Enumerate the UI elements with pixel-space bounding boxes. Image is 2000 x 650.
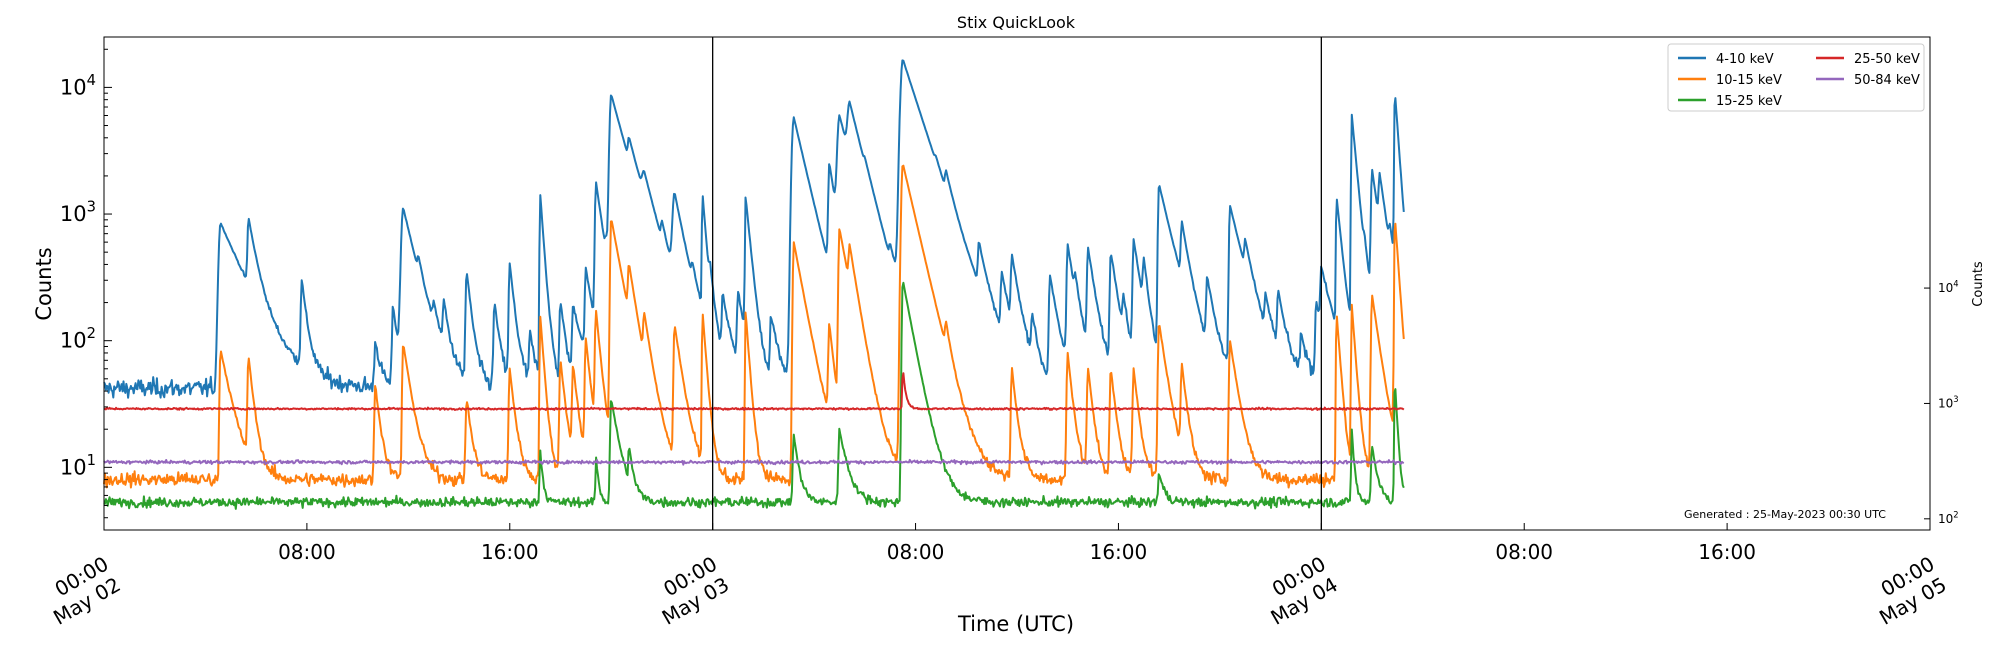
legend-entry-label: 25-50 keV <box>1854 52 1920 67</box>
legend-box <box>1667 43 1925 112</box>
series-line-10-15-keV <box>103 164 1405 489</box>
y-tick-label-exp: 1 <box>87 452 96 469</box>
legend-entry-label: 4-10 keV <box>1716 52 1774 67</box>
right-y-tick-label: 102 <box>1938 509 1959 525</box>
x-tick-label: 16:00 <box>481 540 539 564</box>
series-line-25-50-keV <box>103 372 1405 411</box>
chart-title: Stix QuickLook <box>957 13 1076 32</box>
series-layer <box>103 59 1405 510</box>
y-tick-label: 101 <box>60 452 96 479</box>
y-axis-label: Counts <box>32 247 56 320</box>
plot-frame <box>103 36 1931 531</box>
right-y-tick-label-exp: 2 <box>1953 509 1958 519</box>
x-tick-label: 00:00May 03 <box>646 552 733 630</box>
series-line-4-10-keV <box>103 59 1405 399</box>
x-tick-label: 00:00May 05 <box>1863 552 1950 630</box>
y-tick-label-base: 10 <box>60 202 87 226</box>
x-tick-label: 00:00May 02 <box>37 552 124 630</box>
y-tick-label-exp: 2 <box>87 325 96 342</box>
y-tick-label-base: 10 <box>60 329 87 353</box>
right-y-tick-label-exp: 4 <box>1953 279 1958 289</box>
series-line-50-84-keV <box>103 458 1405 466</box>
day-separators <box>712 37 1322 530</box>
y-tick-label-exp: 4 <box>87 72 96 89</box>
right-y-tick-label: 103 <box>1938 394 1959 410</box>
legend-entry-label: 50-84 keV <box>1854 73 1920 88</box>
y-tick-label-base: 10 <box>60 455 87 479</box>
x-tick-label: 16:00 <box>1698 540 1756 564</box>
generated-annotation: Generated : 25-May-2023 00:30 UTC <box>1684 508 1886 521</box>
x-tick-label: 08:00 <box>1495 540 1553 564</box>
right-y-tick-label-base: 10 <box>1938 396 1953 410</box>
right-y-tick-label: 104 <box>1938 279 1959 295</box>
x-tick-label: 08:00 <box>278 540 336 564</box>
right-y-tick-label-base: 10 <box>1938 512 1953 526</box>
series-line-15-25-keV <box>103 281 1405 510</box>
right-y-tick-label-exp: 3 <box>1953 394 1958 404</box>
x-tick-label: 00:00May 04 <box>1254 552 1341 630</box>
y-tick-label: 103 <box>60 199 96 226</box>
right-y-axis-label: Counts <box>1971 261 1986 307</box>
x-tick-label: 16:00 <box>1090 540 1148 564</box>
legend-entry-label: 10-15 keV <box>1716 73 1782 88</box>
legend: 4-10 keV 10-15 keV 15-25 keV 25-50 keV 50-84… <box>1667 43 1925 112</box>
y-tick-label-base: 10 <box>60 75 87 99</box>
y-tick-label: 104 <box>60 72 96 99</box>
y-tick-label: 102 <box>60 325 96 352</box>
right-y-tick-label-base: 10 <box>1938 281 1953 295</box>
x-tick-label: 08:00 <box>887 540 945 564</box>
legend-entry-label: 15-25 keV <box>1716 94 1782 109</box>
x-axis-label: Time (UTC) <box>957 612 1074 636</box>
y-tick-label-exp: 3 <box>87 199 96 216</box>
